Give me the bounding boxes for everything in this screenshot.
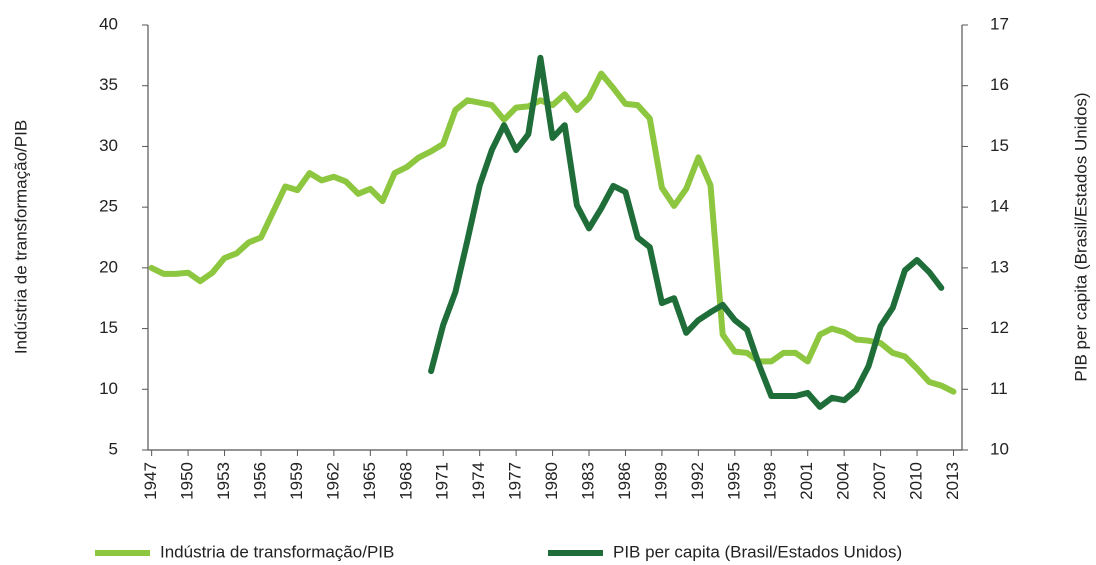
y2-tick-label: 13 — [990, 257, 1009, 276]
y2-tick-label: 10 — [990, 439, 1009, 458]
y-tick-label: 25 — [99, 197, 118, 216]
x-tick-label: 1953 — [214, 462, 233, 500]
y2-tick-label: 15 — [990, 136, 1009, 155]
x-tick-label: 1983 — [579, 462, 598, 500]
x-tick-label: 2007 — [870, 462, 889, 500]
x-tick-label: 1998 — [761, 462, 780, 500]
x-tick-label: 1995 — [724, 462, 743, 500]
y-tick-label: 10 — [99, 379, 118, 398]
y2-tick-label: 11 — [990, 379, 1008, 398]
y2-tick-label: 16 — [990, 75, 1009, 94]
x-tick-label: 1971 — [433, 462, 452, 500]
y2-tick-label: 14 — [990, 197, 1009, 216]
x-tick-label: 1959 — [287, 462, 306, 500]
x-tick-label: 2001 — [797, 462, 816, 500]
x-tick-label: 1986 — [615, 462, 634, 500]
x-tick-label: 1962 — [323, 462, 342, 500]
y-tick-label: 20 — [99, 257, 118, 276]
y-tick-label: 30 — [99, 136, 118, 155]
x-tick-label: 2010 — [907, 462, 926, 500]
series-line — [428, 54, 945, 410]
x-tick-label: 1947 — [141, 462, 160, 500]
x-tick-label: 1977 — [506, 462, 525, 500]
x-tick-label: 1950 — [178, 462, 197, 500]
legend-label: PIB per capita (Brasil/Estados Unidos) — [613, 542, 902, 561]
x-tick-label: 1965 — [360, 462, 379, 500]
x-tick-label: 1956 — [250, 462, 269, 500]
y-tick-label: 40 — [99, 14, 118, 33]
x-tick-label: 1989 — [651, 462, 670, 500]
legend-label: Indústria de transformação/PIB — [160, 542, 394, 561]
x-tick-label: 1980 — [542, 462, 561, 500]
x-tick-label: 2004 — [834, 462, 853, 500]
y-tick-label: 35 — [99, 75, 118, 94]
x-tick-label: 1968 — [396, 462, 415, 500]
y2-axis-title: PIB per capita (Brasil/Estados Unidos) — [1071, 92, 1090, 381]
y-tick-label: 15 — [99, 318, 118, 337]
x-tick-label: 1974 — [469, 462, 488, 500]
y-axis-title: Indústria de transformação/PIB — [11, 120, 30, 354]
y-tick-label: 5 — [109, 439, 118, 458]
y2-tick-label: 12 — [990, 318, 1009, 337]
x-tick-label: 2013 — [943, 462, 962, 500]
x-tick-label: 1992 — [688, 462, 707, 500]
y2-tick-label: 17 — [990, 14, 1009, 33]
series-line — [148, 70, 957, 395]
